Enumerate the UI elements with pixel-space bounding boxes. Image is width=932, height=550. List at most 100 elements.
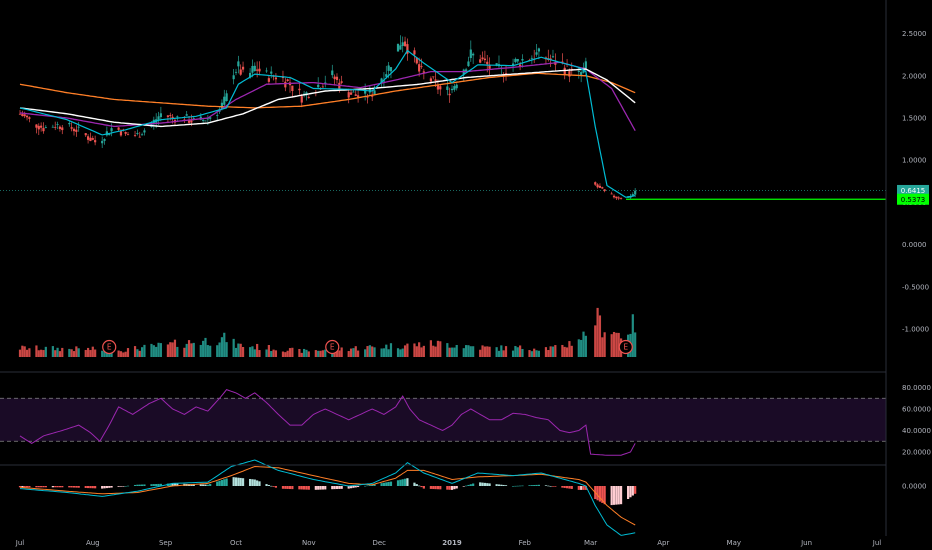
volume-bar xyxy=(91,346,94,357)
candle-body xyxy=(530,57,533,59)
time-tick-label: Sep xyxy=(159,539,173,547)
volume-bar xyxy=(596,307,599,357)
volume-bar xyxy=(291,347,294,357)
macd-histogram-bar xyxy=(286,486,289,489)
candle-body xyxy=(422,71,425,73)
volume-bar xyxy=(634,332,637,357)
candle-body xyxy=(171,116,174,118)
macd-histogram-bar xyxy=(324,486,327,490)
candle-body xyxy=(488,65,491,69)
macd-histogram-bar xyxy=(291,486,294,490)
macd-histogram-bar xyxy=(28,486,31,488)
volume-bar xyxy=(54,350,57,357)
volume-bar xyxy=(171,342,174,357)
macd-histogram-bar xyxy=(223,479,226,486)
volume-bar xyxy=(176,346,179,357)
volume-bar xyxy=(434,346,437,357)
earnings-marker[interactable]: E xyxy=(618,339,633,355)
macd-histogram-bar xyxy=(432,486,435,490)
candle-body xyxy=(406,44,409,54)
volume-bar xyxy=(594,325,597,357)
volume-bar xyxy=(108,352,111,357)
volume-bar xyxy=(248,347,252,357)
rsi-band-fill xyxy=(0,398,886,442)
volume-bar xyxy=(119,351,123,357)
volume-bar xyxy=(286,350,289,357)
candle-body xyxy=(223,96,226,105)
earnings-marker[interactable]: E xyxy=(325,339,340,355)
candle-body xyxy=(89,137,92,142)
volume-bar xyxy=(516,347,519,357)
macd-histogram-bar xyxy=(284,486,287,489)
macd-histogram-bar xyxy=(582,486,585,490)
macd-histogram-bar xyxy=(86,486,90,489)
volume-bar xyxy=(568,341,571,357)
macd-histogram-bar xyxy=(488,483,491,486)
rsi-tick-label: 20.0000 xyxy=(902,449,931,457)
rsi-axis: 80.0000 60.0000 40.0000 20.0000 xyxy=(902,384,931,457)
candle-body xyxy=(317,84,320,88)
candle-body xyxy=(21,114,24,117)
macd-histogram-bar xyxy=(248,478,252,486)
volume-bar xyxy=(465,345,468,357)
volume-bar xyxy=(140,347,144,357)
candle-body xyxy=(202,119,205,121)
candle-body xyxy=(256,69,259,71)
macd-histogram-bar xyxy=(155,484,158,486)
macd-histogram-bar xyxy=(152,484,155,486)
volume-bar xyxy=(631,314,634,357)
candle-body xyxy=(248,72,252,78)
volume-bar xyxy=(488,346,491,357)
macd-histogram-bar xyxy=(422,486,425,489)
volume-bar xyxy=(462,348,465,357)
macd-histogram-bar xyxy=(232,477,235,486)
macd-histogram-bar xyxy=(565,486,569,489)
volume-bar xyxy=(535,350,538,357)
macd-axis: 0.0000 xyxy=(902,483,927,491)
volume-bar xyxy=(68,348,71,357)
price-tick-label: -0.5000 xyxy=(902,283,929,291)
volume-bar xyxy=(502,350,505,357)
macd-histogram-bar xyxy=(331,486,334,490)
candle-body xyxy=(25,115,29,118)
price-tick-label: -1.0000 xyxy=(902,326,929,334)
candle-body xyxy=(56,124,59,125)
macd-histogram-bar xyxy=(544,485,548,486)
candle-body xyxy=(448,93,451,96)
macd-histogram-bar xyxy=(629,486,632,498)
candle-body xyxy=(415,57,418,64)
volume-bar xyxy=(152,345,155,357)
candle-body xyxy=(185,114,188,116)
macd-histogram-bar xyxy=(627,486,630,499)
candle-body xyxy=(403,41,407,47)
candle-body xyxy=(413,50,416,55)
candle-body xyxy=(420,66,423,68)
macd-histogram-bar xyxy=(577,486,580,490)
volume-bar xyxy=(453,347,456,357)
candle-body xyxy=(619,197,623,199)
volume-bar xyxy=(519,345,522,357)
volume-bar xyxy=(321,350,324,357)
time-tick-label: Dec xyxy=(372,539,386,547)
volume-bar xyxy=(305,349,308,357)
time-tick-label: Mar xyxy=(584,539,597,547)
moving-averages xyxy=(19,49,636,198)
volume-bar xyxy=(455,344,458,357)
volume-bar xyxy=(307,351,310,357)
candle-body xyxy=(166,115,170,117)
candle-body xyxy=(157,116,160,120)
candle-body xyxy=(598,185,602,188)
volume-bar xyxy=(448,347,451,357)
earnings-marker[interactable]: E xyxy=(102,339,117,355)
candle-body xyxy=(94,140,97,143)
candle-body xyxy=(472,53,475,56)
macd-histogram-bar xyxy=(634,486,637,494)
candle-body xyxy=(251,65,254,73)
candle-body xyxy=(136,132,139,134)
macd-histogram-bar xyxy=(436,486,440,490)
macd-histogram-bar xyxy=(105,486,108,489)
candle-body xyxy=(35,124,38,128)
macd-histogram-bar xyxy=(486,483,489,486)
